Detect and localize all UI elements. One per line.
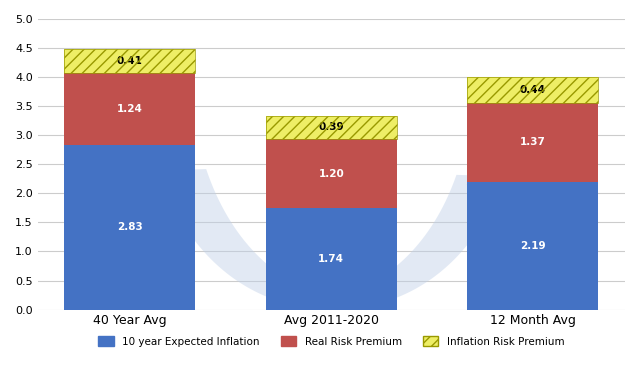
Text: 0.44: 0.44 xyxy=(520,85,546,95)
Bar xyxy=(266,139,397,208)
Text: 0.39: 0.39 xyxy=(319,122,344,133)
Text: 1.20: 1.20 xyxy=(319,169,344,179)
Text: 0.41: 0.41 xyxy=(117,56,143,66)
Polygon shape xyxy=(467,158,511,185)
Bar xyxy=(467,77,598,103)
Text: 2.83: 2.83 xyxy=(117,222,143,232)
Bar xyxy=(64,145,195,310)
Bar xyxy=(467,77,598,103)
Text: 1.74: 1.74 xyxy=(318,254,344,264)
Legend: 10 year Expected Inflation, Real Risk Premium, Inflation Risk Premium: 10 year Expected Inflation, Real Risk Pr… xyxy=(94,332,568,351)
Bar xyxy=(467,182,598,310)
Bar xyxy=(266,116,397,139)
Polygon shape xyxy=(158,169,504,309)
Bar xyxy=(467,103,598,182)
Bar xyxy=(266,116,397,139)
Text: 1.37: 1.37 xyxy=(520,138,546,147)
Bar xyxy=(64,73,195,145)
Bar xyxy=(64,49,195,73)
Bar xyxy=(266,208,397,310)
Bar xyxy=(64,49,195,73)
Text: 2.19: 2.19 xyxy=(520,241,546,251)
Text: 1.24: 1.24 xyxy=(117,104,143,114)
